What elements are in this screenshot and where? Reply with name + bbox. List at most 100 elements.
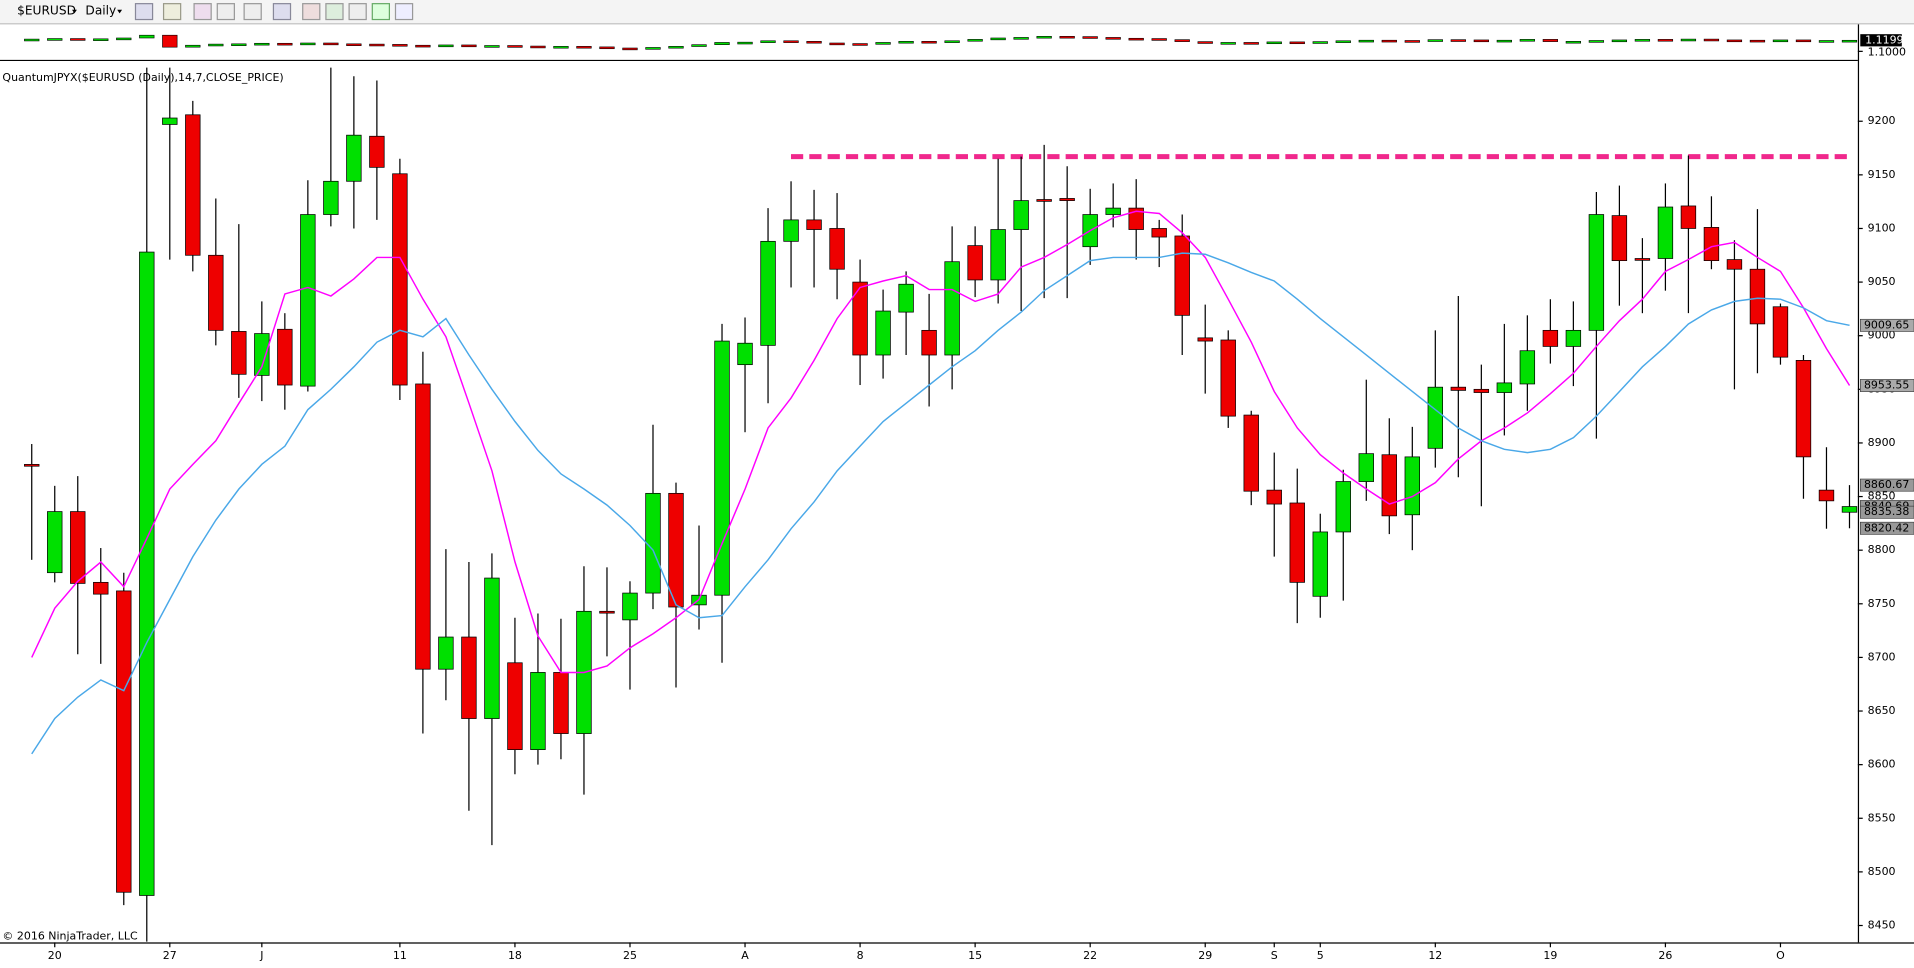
price-candle <box>714 42 730 45</box>
candle-body <box>507 662 523 751</box>
candle-body <box>806 219 822 230</box>
search-button[interactable] <box>272 3 292 21</box>
price-candle <box>1772 39 1789 43</box>
x-tick-label: J <box>259 949 263 962</box>
candle-body <box>70 511 86 584</box>
x-tick-label: 20 <box>48 949 62 962</box>
price-candle <box>300 42 316 46</box>
price-tag-label: 8835.38 <box>1864 505 1909 518</box>
candle-body <box>783 219 799 242</box>
indicators-button[interactable] <box>325 3 344 21</box>
zoom-out-button[interactable] <box>216 3 235 21</box>
indicator-label: QuantumJPYX($EURUSD (Daily),14,7,CLOSE_P… <box>2 71 283 84</box>
price-candle <box>254 42 270 46</box>
price-candle <box>507 45 523 48</box>
price-candle <box>116 37 132 41</box>
price-candle <box>1358 39 1374 43</box>
candle-body <box>415 383 431 670</box>
price-candle <box>415 44 431 48</box>
price-candle <box>1105 37 1121 40</box>
candle-body <box>1818 489 1835 502</box>
candle-body <box>645 492 661 594</box>
bars-button[interactable] <box>302 3 321 21</box>
candle-body <box>24 464 40 467</box>
candle-body <box>438 636 454 670</box>
price-candle <box>1082 36 1098 39</box>
x-tick-label: O <box>1776 949 1785 962</box>
price-tag-label: 8860.67 <box>1864 478 1909 491</box>
price-candle <box>1036 36 1052 39</box>
dropdown-arrow[interactable] <box>72 9 77 14</box>
candle-body <box>990 229 1006 281</box>
interval[interactable]: Daily <box>85 3 116 17</box>
y-tick-label: 8750 <box>1868 597 1896 610</box>
price-candle <box>1634 39 1651 42</box>
price-candle <box>1335 40 1351 43</box>
price-candle <box>1243 42 1259 45</box>
candle-body <box>1059 198 1075 201</box>
price-candle <box>530 45 546 49</box>
draw-button[interactable] <box>162 3 182 21</box>
price-candle <box>1312 41 1328 44</box>
price-candle <box>1151 38 1167 41</box>
price-candle <box>1381 39 1397 43</box>
price-candle <box>967 39 983 42</box>
x-tick-label: 5 <box>1317 949 1324 962</box>
price-tick-label: 1.1000 <box>1868 46 1906 59</box>
price-tag-label: 8953.55 <box>1864 379 1909 392</box>
price-candle <box>1013 37 1029 40</box>
price-candle <box>737 41 753 45</box>
moving-average <box>31 210 1851 674</box>
price-tag-label: 8820.42 <box>1864 521 1909 534</box>
price-candle <box>461 44 477 48</box>
cursor-button[interactable] <box>243 3 262 21</box>
candle-body <box>1795 360 1812 458</box>
dollar-button[interactable] <box>371 3 391 21</box>
candle-body <box>967 245 983 281</box>
candle-body <box>1289 502 1305 583</box>
price-candle <box>1565 41 1582 44</box>
candle-body <box>829 228 845 270</box>
candle-body <box>1680 205 1697 229</box>
symbol[interactable]: $EURUSD <box>17 3 76 17</box>
candle-body <box>714 340 730 596</box>
price-candle <box>208 43 224 47</box>
candle-body <box>231 331 247 375</box>
candle-body <box>1036 199 1052 202</box>
price-candle <box>622 47 638 51</box>
price-tag-label: 9009.65 <box>1864 318 1909 331</box>
properties-button[interactable] <box>394 3 414 21</box>
price-candle <box>231 43 247 46</box>
price-tag <box>1859 379 1914 392</box>
zoom-in-button[interactable] <box>193 3 212 21</box>
price-candle <box>1841 39 1858 43</box>
candle-body <box>875 310 891 356</box>
candle-body <box>1473 388 1490 393</box>
moving-average <box>31 252 1850 755</box>
price-candle <box>1680 38 1697 42</box>
price-candle <box>346 43 362 46</box>
candle-body <box>599 610 615 614</box>
candle-body <box>1220 339 1236 417</box>
price-candle <box>162 34 178 48</box>
candle-body <box>139 251 155 896</box>
candle-body <box>369 135 385 168</box>
price-candle <box>277 42 293 46</box>
dropdown-arrow[interactable] <box>117 9 123 14</box>
strategy-button[interactable] <box>348 3 367 21</box>
candle-body <box>162 117 178 125</box>
chart-style-button[interactable] <box>134 3 154 21</box>
price-candle <box>1496 39 1512 43</box>
price-candle <box>24 38 40 42</box>
price-candle <box>484 45 500 48</box>
candle-body <box>1381 454 1397 517</box>
candle-body <box>1565 329 1582 347</box>
candle-body <box>461 636 477 719</box>
price-candle <box>1519 39 1535 42</box>
y-tick-label: 8800 <box>1868 543 1896 556</box>
toolbar-buttons <box>134 3 414 21</box>
price-candle <box>1657 39 1674 42</box>
candle-body <box>1243 414 1259 492</box>
price-candle <box>1404 40 1420 43</box>
